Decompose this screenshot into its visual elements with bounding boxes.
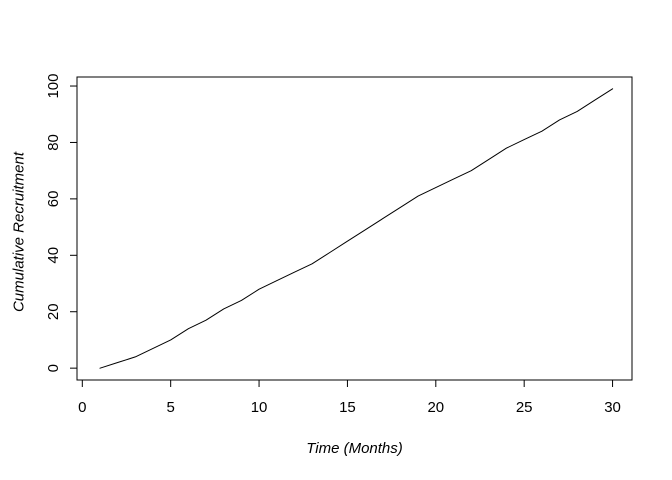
x-axis-tick-label: 10 [251,399,268,416]
plot-border [76,76,633,381]
y-axis-tick-label: 100 [45,74,62,99]
y-axis-tick-label: 20 [45,303,62,320]
x-axis-tick-label: 20 [427,399,444,416]
x-axis-tick-label: 15 [339,399,356,416]
y-axis-tick-label: 80 [45,134,62,151]
y-axis-tick-label: 40 [45,247,62,264]
y-axis-tick-label: 0 [45,364,62,372]
x-axis-tick-label: 0 [78,399,86,416]
x-axis-tick-label: 5 [167,399,175,416]
y-axis-title: Cumulative Recruitment [10,151,28,313]
cumulative-recruitment-line [99,88,614,369]
x-axis-tick-label: 30 [604,399,621,416]
x-axis-tick-label: 25 [516,399,533,416]
y-axis-tick-label: 60 [45,191,62,208]
x-axis-title: Time (Months) [306,440,403,457]
